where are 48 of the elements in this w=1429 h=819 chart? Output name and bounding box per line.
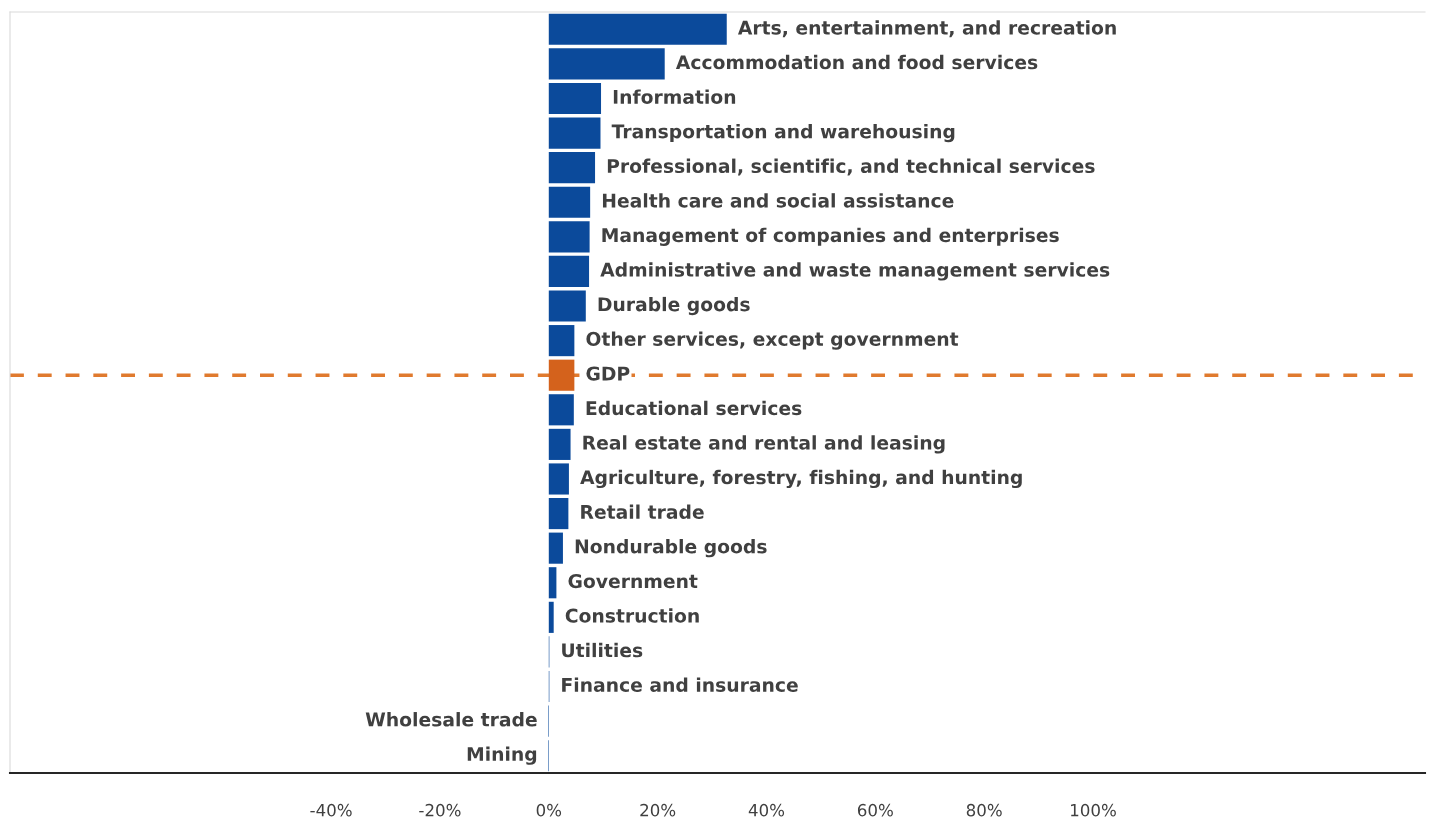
y-tick-label: Arts, entertainment, and recreation <box>737 20 1116 38</box>
x-tick-label: 80% <box>966 803 1002 817</box>
y-tick-label: Accommodation and food services <box>675 54 1038 70</box>
y-tick-label: Administrative and waste management services <box>600 262 1110 281</box>
x-tick-label: -40% <box>310 803 352 817</box>
x-tick-label: 40% <box>748 803 785 817</box>
y-tick-label: Nondurable goods <box>575 539 767 558</box>
bar <box>548 394 574 426</box>
y-tick-label: Real estate and rental and leasing <box>583 435 945 454</box>
bar <box>548 601 554 633</box>
bar <box>548 359 575 391</box>
bar <box>548 290 586 322</box>
y-tick-label: Other services, except government <box>586 331 959 350</box>
bar <box>548 428 571 460</box>
x-tick-label: 20% <box>640 803 676 817</box>
bar <box>548 48 665 80</box>
y-tick-label: Information <box>613 89 736 104</box>
bar <box>548 13 727 45</box>
y-tick-label: Mining <box>467 746 537 765</box>
y-tick-label: Management of companies and enterprises <box>602 227 1059 246</box>
bar <box>548 325 575 357</box>
bar <box>548 255 590 287</box>
bar <box>548 221 590 253</box>
x-tick-label: 60% <box>857 803 893 817</box>
y-tick-label: Transportation and warehousing <box>611 123 955 143</box>
bar <box>548 532 563 564</box>
y-tick-label: Utilities <box>562 642 643 658</box>
y-tick-label: Wholesale trade <box>365 712 537 727</box>
y-tick-label: GDP <box>586 366 630 381</box>
bar <box>548 567 557 599</box>
y-tick-label: Retail trade <box>581 504 704 520</box>
y-tick-label: Durable goods <box>598 296 750 316</box>
y-tick-label: Professional, scientific, and technical services <box>607 158 1095 176</box>
bar <box>548 186 591 218</box>
y-tick-label: Construction <box>565 608 699 623</box>
y-tick-label: Government <box>568 574 698 589</box>
y-tick-label: Educational services <box>586 400 802 416</box>
y-tick-label: Agriculture, forestry, fishing, and hunting <box>580 469 1022 489</box>
x-tick-label: -20% <box>419 803 461 817</box>
bar <box>548 152 596 184</box>
bar <box>548 463 569 495</box>
y-tick-label: Health care and social assistance <box>602 193 954 208</box>
x-tick-label: 100% <box>1071 803 1116 817</box>
bar <box>548 498 569 530</box>
y-tick-label: Finance and insurance <box>562 677 798 692</box>
bar <box>548 117 601 149</box>
x-tick-label: 0% <box>536 803 562 817</box>
bar <box>548 82 602 115</box>
